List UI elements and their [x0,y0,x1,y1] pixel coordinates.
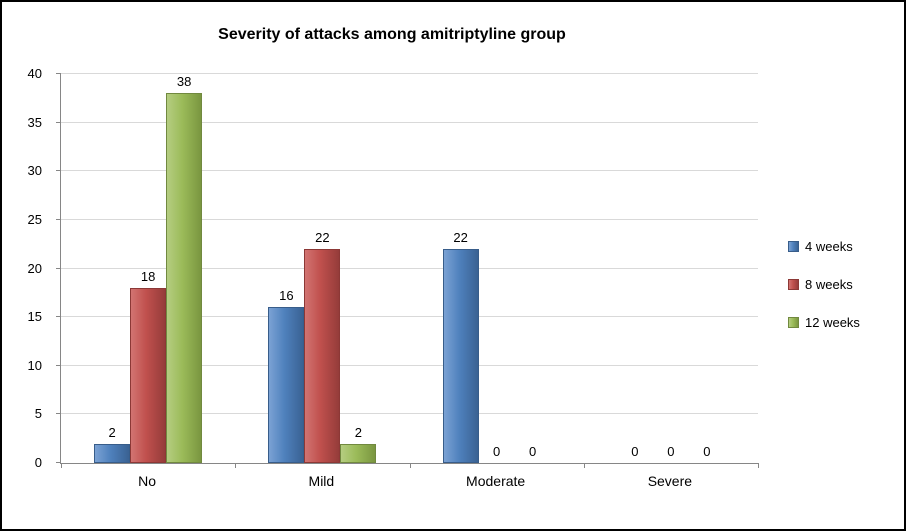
bar-slot: 16 [268,74,305,463]
legend-swatch [788,241,799,252]
x-axis-tick [758,463,759,468]
bar-value-label: 22 [315,230,330,246]
bar-value-label: 0 [529,444,537,459]
plot-groups: 2 18 38 16 22 2 22 0 0 0 0 0 [61,74,758,463]
y-tick-label: 20 [27,260,42,276]
bar-slot: 0 [515,74,551,463]
bar [304,249,341,463]
y-tick-label: 5 [34,406,42,422]
bar-value-label: 18 [140,268,156,284]
legend-label: 4 weeks [805,239,853,254]
category-group: 2 18 38 [61,74,235,463]
plot-area: 2 18 38 16 22 2 22 0 0 0 0 0 [56,73,759,468]
x-axis-tick [583,463,585,468]
legend-item: 12 weeks [788,315,860,330]
bar-slot: 0 [653,74,689,463]
legend-item: 4 weeks [788,239,860,254]
y-axis-tick [56,121,61,123]
category-group: 16 22 2 [235,74,409,463]
gridline [61,73,758,74]
bar [94,443,131,463]
x-category-label: Moderate [466,473,526,489]
legend-label: 8 weeks [805,277,853,292]
x-category-label: No [138,473,157,489]
gridline [61,121,758,123]
bar-slot: 0 [479,74,515,463]
x-axis-tick [235,463,237,468]
bar [340,443,377,463]
gridline [61,413,758,415]
bar-value-label: 0 [493,444,501,459]
category-group: 22 0 0 [410,74,584,463]
y-axis-tick [56,462,61,463]
y-axis: 0 5 10 15 20 25 30 35 40 [2,66,54,470]
y-axis-tick [56,316,61,318]
y-tick-label: 35 [27,114,42,130]
bar-slot: 2 [340,74,377,463]
y-axis-tick [56,364,61,366]
y-tick-label: 30 [27,163,42,179]
gridline [61,267,758,269]
legend-swatch [788,317,799,328]
y-tick-label: 25 [27,211,42,227]
bar [268,307,305,463]
bar-value-label: 0 [631,444,639,459]
bar-slot: 18 [130,74,167,463]
gridline [61,316,758,318]
bar-slot: 22 [304,74,341,463]
y-axis-tick [56,170,61,172]
bar [130,287,167,463]
x-axis-tick [409,463,411,468]
bar [442,249,479,463]
category-group: 0 0 0 [584,74,758,463]
legend-item: 8 weeks [788,277,860,292]
x-axis-tick [61,463,62,468]
bar-slot: 0 [617,74,653,463]
y-axis-tick [56,413,61,415]
y-axis-tick [56,218,61,220]
y-tick-label: 10 [27,357,42,373]
y-tick-label: 0 [34,455,42,470]
bar-slot: 2 [94,74,131,463]
bar-value-label: 0 [667,444,675,459]
y-axis-tick [56,73,61,74]
gridline [61,218,758,220]
bar-slot: 22 [442,74,479,463]
bar [166,93,203,463]
legend-swatch [788,279,799,290]
bar-value-label: 16 [279,288,294,304]
bar-value-label: 22 [453,230,468,246]
gridline [61,170,758,172]
chart-title: Severity of attacks among amitriptyline … [218,26,566,43]
y-tick-label: 15 [27,309,42,325]
y-axis-tick [56,267,61,269]
bar-slot: 0 [689,74,725,463]
x-axis: No Mild Moderate Severe [60,473,757,489]
bar-value-label: 38 [176,74,192,90]
bar-slot: 38 [166,74,203,463]
x-category-label: Severe [647,473,693,489]
gridline [61,364,758,366]
legend-label: 12 weeks [805,315,860,330]
legend: 4 weeks 8 weeks 12 weeks [788,239,860,330]
bar-value-label: 0 [703,444,711,459]
bar-value-label: 2 [354,424,362,440]
y-tick-label: 40 [27,66,42,81]
bar-value-label: 2 [108,424,116,440]
x-category-label: Mild [308,473,335,489]
